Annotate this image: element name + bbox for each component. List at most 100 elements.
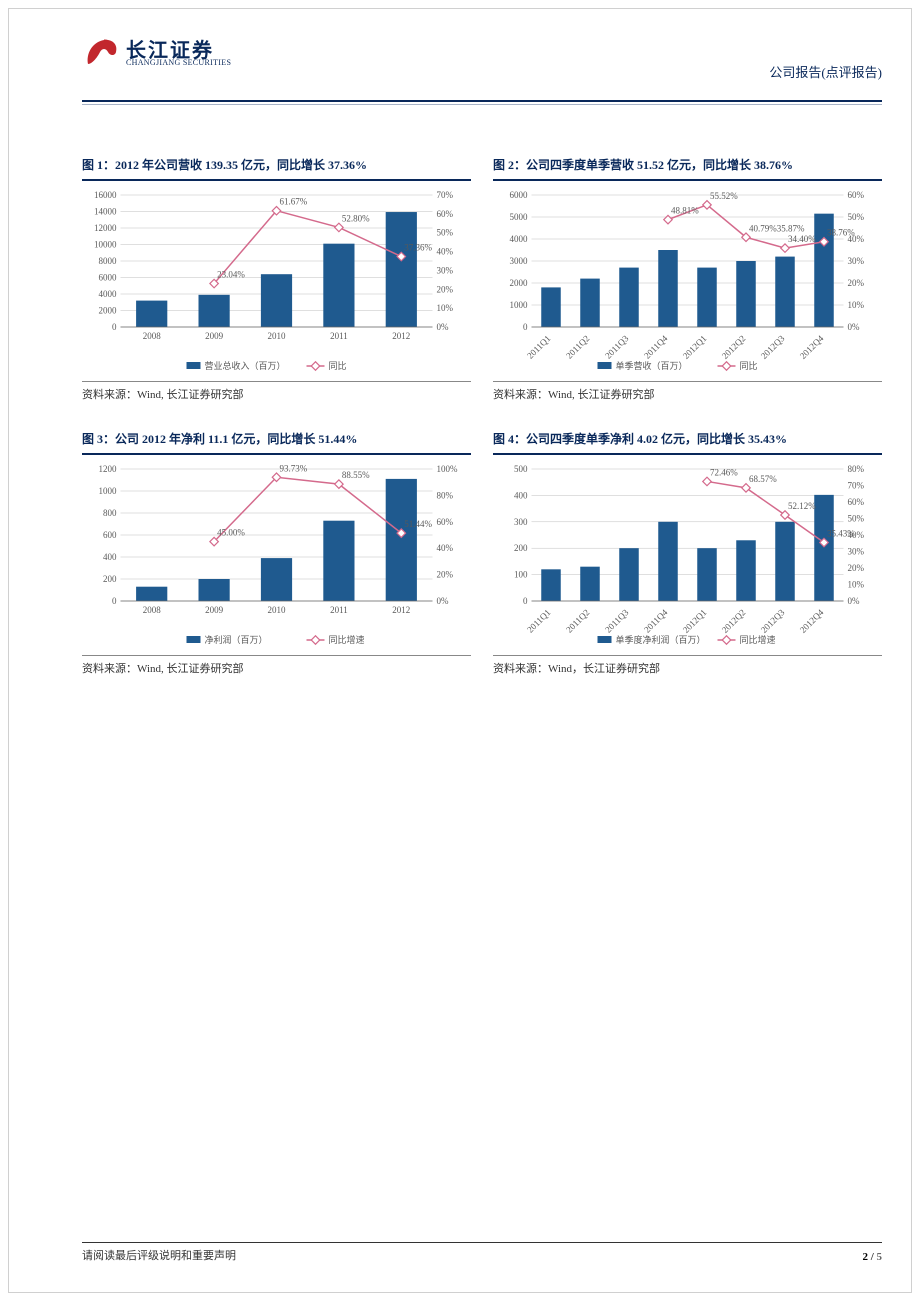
chart-1-plot: 02000400060008000100001200014000160000%1… (82, 189, 471, 379)
chart-1-title: 图 1：2012 年公司营收 139.35 亿元，同比增长 37.36% (82, 156, 471, 181)
chart-4-title: 图 4：公司四季度单季净利 4.02 亿元，同比增长 35.43% (493, 430, 882, 455)
svg-text:单季度净利润（百万）: 单季度净利润（百万） (616, 634, 706, 645)
svg-text:14000: 14000 (94, 207, 117, 217)
svg-text:2011: 2011 (330, 331, 348, 341)
svg-text:2012: 2012 (392, 331, 410, 341)
svg-text:6000: 6000 (510, 190, 529, 200)
svg-text:30%: 30% (848, 547, 865, 557)
chart-3-cell: 图 3：公司 2012 年净利 11.1 亿元，同比增长 51.44% 0200… (82, 430, 471, 676)
svg-text:6000: 6000 (99, 273, 118, 283)
svg-text:35.43%: 35.43% (827, 529, 855, 539)
svg-text:1200: 1200 (99, 464, 118, 474)
header-rule-thick (82, 100, 882, 102)
chart-2-cell: 图 2：公司四季度单季营收 51.52 亿元，同比增长 38.76% 01000… (493, 156, 882, 402)
chart-4-cell: 图 4：公司四季度单季净利 4.02 亿元，同比增长 35.43% 010020… (493, 430, 882, 676)
svg-text:1000: 1000 (99, 486, 118, 496)
chart-2-title: 图 2：公司四季度单季营收 51.52 亿元，同比增长 38.76% (493, 156, 882, 181)
svg-text:48.81%: 48.81% (671, 206, 699, 216)
svg-text:2008: 2008 (143, 331, 162, 341)
chart-4-source: 资料来源：Wind，长江证券研究部 (493, 655, 882, 676)
svg-text:70%: 70% (848, 481, 865, 491)
svg-text:2012: 2012 (392, 605, 410, 615)
header: 长江证券 CHANGJIANG SECURITIES 公司报告(点评报告) (82, 34, 882, 90)
svg-text:2008: 2008 (143, 605, 162, 615)
footer-page-tot: 5 (877, 1251, 883, 1263)
svg-text:2011Q3: 2011Q3 (603, 333, 631, 361)
header-report-type: 公司报告(点评报告) (769, 62, 882, 81)
svg-text:2009: 2009 (205, 605, 224, 615)
svg-text:2012Q2: 2012Q2 (720, 607, 748, 635)
svg-text:61.67%: 61.67% (280, 197, 308, 207)
logo: 长江证券 CHANGJIANG SECURITIES (82, 34, 242, 78)
svg-text:88.55%: 88.55% (342, 470, 370, 480)
chart-4-plot: 01002003004005000%10%20%30%40%50%60%70%8… (493, 463, 882, 653)
chart-1-source: 资料来源：Wind, 长江证券研究部 (82, 381, 471, 402)
svg-text:0%: 0% (437, 322, 450, 332)
svg-text:100%: 100% (437, 464, 459, 474)
svg-text:60%: 60% (437, 517, 454, 527)
svg-text:80%: 80% (437, 490, 454, 500)
svg-text:2011Q3: 2011Q3 (603, 607, 631, 635)
svg-text:2011Q2: 2011Q2 (564, 607, 591, 634)
svg-text:30%: 30% (437, 265, 454, 275)
chart-1-cell: 图 1：2012 年公司营收 139.35 亿元，同比增长 37.36% 0 20… (82, 156, 471, 402)
svg-text:55.52%: 55.52% (710, 191, 738, 201)
footer-rule (82, 1242, 882, 1243)
svg-text:600: 600 (103, 530, 117, 540)
chart-3-plot: 0200400600800100012000%20%40%60%80%100%2… (82, 463, 471, 653)
svg-text:37.36%: 37.36% (404, 243, 432, 253)
svg-text:80%: 80% (848, 464, 865, 474)
footer-note: 请阅读最后评级说明和重要声明 (82, 1247, 236, 1263)
svg-text:50%: 50% (848, 514, 865, 524)
svg-text:12000: 12000 (94, 223, 117, 233)
svg-text:2012Q1: 2012Q1 (681, 333, 709, 361)
svg-text:34.40%: 34.40% (788, 234, 816, 244)
svg-text:20%: 20% (848, 278, 865, 288)
svg-text:2011Q1: 2011Q1 (525, 607, 552, 634)
svg-text:同比: 同比 (740, 360, 758, 371)
svg-text:2011: 2011 (330, 605, 348, 615)
svg-text:45.00%: 45.00% (217, 528, 245, 538)
svg-text:2011Q4: 2011Q4 (642, 607, 670, 635)
charts-grid: 图 1：2012 年公司营收 139.35 亿元，同比增长 37.36% 020… (82, 156, 882, 704)
svg-text:2010: 2010 (268, 605, 287, 615)
phoenix-icon (82, 34, 122, 74)
footer-page: 2 / 5 (862, 1251, 882, 1263)
svg-text:68.57%: 68.57% (749, 474, 777, 484)
svg-text:2011Q2: 2011Q2 (564, 333, 591, 360)
svg-text:10%: 10% (848, 300, 865, 310)
svg-text:2012Q3: 2012Q3 (759, 333, 787, 361)
svg-text:同比: 同比 (329, 360, 347, 371)
chart-3-source: 资料来源：Wind, 长江证券研究部 (82, 655, 471, 676)
svg-text:38.76%: 38.76% (827, 228, 855, 238)
svg-text:同比增速: 同比增速 (329, 634, 365, 645)
svg-text:40%: 40% (437, 543, 454, 553)
svg-text:0: 0 (112, 596, 117, 606)
svg-text:100: 100 (514, 570, 528, 580)
svg-text:2011Q4: 2011Q4 (642, 333, 670, 361)
chart-2-plot: 01000200030004000500060000%10%20%30%40%5… (493, 189, 882, 379)
svg-text:2011Q1: 2011Q1 (525, 333, 552, 360)
svg-text:同比增速: 同比增速 (740, 634, 776, 645)
svg-text:23.04%: 23.04% (217, 270, 245, 280)
svg-text:0: 0 (112, 322, 117, 332)
svg-text:52.12%: 52.12% (788, 501, 816, 511)
svg-text:3000: 3000 (510, 256, 529, 266)
svg-text:40%: 40% (437, 247, 454, 257)
svg-text:20%: 20% (437, 284, 454, 294)
svg-text:200: 200 (103, 574, 117, 584)
svg-text:60%: 60% (437, 209, 454, 219)
svg-text:净利润（百万）: 净利润（百万） (205, 634, 268, 645)
svg-text:30%: 30% (848, 256, 865, 266)
svg-text:40.79%35.87%: 40.79%35.87% (749, 223, 805, 233)
svg-text:0%: 0% (848, 322, 861, 332)
svg-text:60%: 60% (848, 190, 865, 200)
svg-text:300: 300 (514, 517, 528, 527)
svg-text:50%: 50% (437, 228, 454, 238)
svg-text:0%: 0% (437, 596, 450, 606)
svg-text:0: 0 (523, 322, 528, 332)
svg-text:2012Q4: 2012Q4 (798, 607, 826, 635)
svg-text:4000: 4000 (510, 234, 529, 244)
svg-text:800: 800 (103, 508, 117, 518)
svg-text:2000: 2000 (510, 278, 529, 288)
